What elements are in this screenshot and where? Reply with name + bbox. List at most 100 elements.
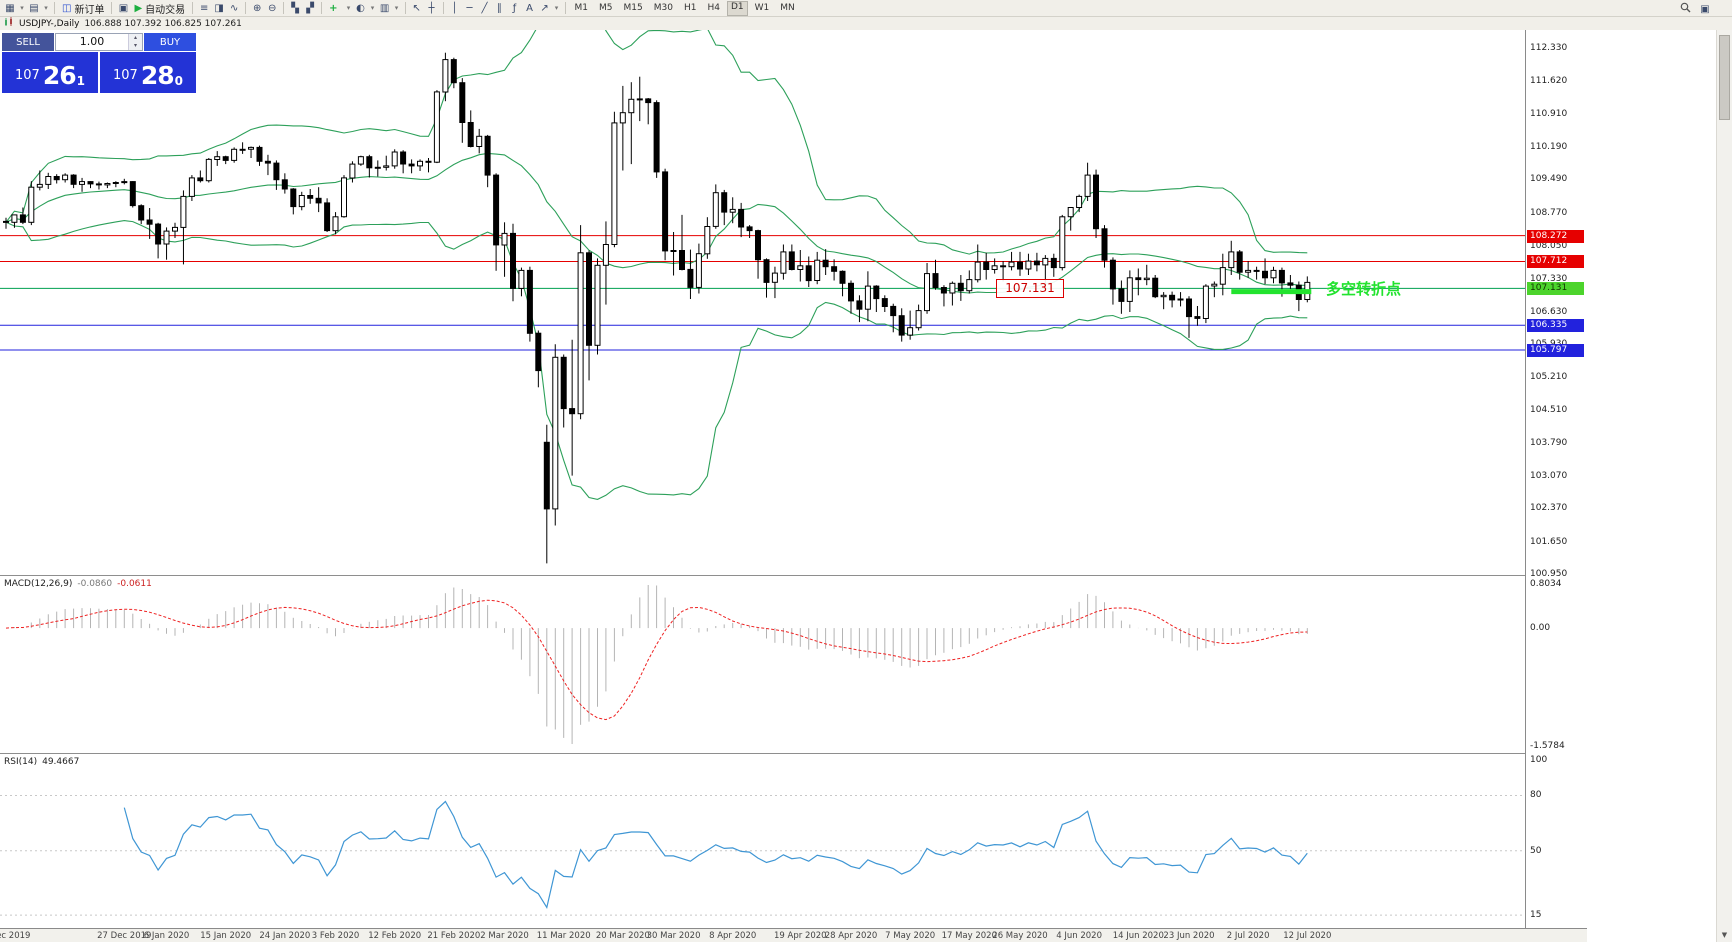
candle — [104, 182, 111, 189]
autotrade-button[interactable]: ▶ 自动交易 — [134, 2, 186, 16]
new-chart-dropdown[interactable]: ▾ — [20, 4, 24, 12]
rsi-scale-tick: 50 — [1530, 845, 1542, 856]
price-tick: 111.620 — [1530, 75, 1568, 86]
date-label: 17 May 2020 — [941, 931, 998, 941]
arrow-tool-icon[interactable]: ↗ — [540, 2, 549, 14]
vertical-scrollbar[interactable]: ▲ ▼ — [1716, 17, 1732, 942]
timeframe-mn[interactable]: MN — [780, 2, 795, 13]
bar-chart-mode-icon[interactable]: ≡ — [199, 2, 209, 14]
candle — [1253, 266, 1260, 280]
hline-tool-icon[interactable]: ─ — [466, 2, 473, 14]
sell-price-button[interactable]: 107 26 1 — [2, 52, 98, 93]
candle — [594, 258, 601, 355]
timeframe-d1[interactable]: D1 — [726, 0, 748, 16]
candle — [290, 188, 297, 215]
rsi-scale-tick: 100 — [1530, 755, 1548, 765]
crosshair-icon[interactable]: ┼ — [428, 2, 435, 14]
date-label: 8 Apr 2020 — [709, 931, 757, 941]
timeframe-m1[interactable]: M1 — [574, 2, 589, 13]
candle — [974, 244, 981, 283]
price-tag-108.272: 108.272 — [1527, 229, 1584, 243]
trendline-tool-icon[interactable]: ╱ — [481, 2, 488, 14]
buy-button[interactable]: BUY — [144, 33, 196, 51]
candle — [1270, 266, 1277, 284]
periods-icon[interactable]: ◐ — [356, 2, 365, 14]
candlestick-mode-icon[interactable]: ◨ — [214, 2, 224, 14]
candle — [476, 128, 483, 154]
scrollbar-thumb[interactable] — [1719, 35, 1730, 120]
zoom-in-icon[interactable]: ⊕ — [252, 2, 262, 14]
vline-tool-icon[interactable]: │ — [451, 2, 458, 14]
main-price-chart[interactable] — [0, 30, 1525, 575]
candle — [839, 270, 846, 297]
toolbar-separator — [442, 2, 444, 14]
volume-field[interactable]: 1.00 ▴ ▾ — [55, 33, 143, 51]
expert-advisors-icon[interactable]: ▣ — [118, 2, 129, 14]
sell-button[interactable]: SELL — [2, 33, 54, 51]
candle — [366, 154, 373, 178]
volume-up-icon[interactable]: ▴ — [129, 34, 142, 42]
channel-tool-icon[interactable]: ∥ — [497, 2, 503, 14]
buy-price-button[interactable]: 107 28 0 — [100, 52, 196, 93]
data-window-icon[interactable]: ▣ — [1700, 3, 1710, 15]
candle — [822, 249, 829, 275]
price-axis[interactable]: 112.330 111.620 110.910 110.190 109.490 108.7… — [1525, 30, 1587, 928]
candle — [738, 202, 745, 238]
volume-value[interactable]: 1.00 — [79, 35, 105, 48]
new-chart-icon[interactable]: ▦ — [5, 2, 15, 14]
candle — [425, 158, 432, 173]
price-tick: 108.770 — [1530, 207, 1568, 218]
panel-separator[interactable] — [0, 575, 1587, 576]
timeframe-m15[interactable]: M15 — [623, 2, 643, 13]
price-tag-105.797: 105.797 — [1527, 344, 1584, 358]
templates-dropdown[interactable]: ▾ — [394, 4, 399, 12]
timeframe-m5[interactable]: M5 — [599, 2, 613, 13]
macd-scale-tick: 0.8034 — [1530, 579, 1562, 589]
date-label: 15 Jan 2020 — [200, 931, 252, 941]
candle — [281, 173, 288, 194]
candle — [780, 244, 787, 280]
templates-icon[interactable]: ▥ — [379, 2, 390, 14]
cascade-windows-icon[interactable]: ▞ — [306, 2, 314, 14]
candle — [814, 251, 821, 285]
rsi-panel[interactable] — [0, 755, 1525, 928]
candle — [36, 170, 43, 191]
periods-dropdown[interactable]: ▾ — [370, 4, 375, 12]
candle — [611, 111, 618, 248]
line-chart-mode-icon[interactable]: ∿ — [229, 2, 239, 14]
date-label: 14 Jun 2020 — [1112, 931, 1164, 941]
timeframe-m30[interactable]: M30 — [653, 2, 673, 13]
candle — [991, 258, 998, 274]
arrow-tool-dropdown[interactable]: ▾ — [554, 4, 559, 12]
price-tag-107.712: 107.712 — [1527, 255, 1584, 269]
search-icon[interactable] — [1680, 2, 1691, 16]
profiles-icon[interactable]: ▤ — [29, 2, 39, 14]
candle — [248, 146, 254, 158]
cursor-icon[interactable]: ↖ — [412, 2, 421, 14]
new-order-button[interactable]: ◫ 新订单 — [62, 2, 105, 16]
candle — [966, 270, 973, 294]
zoom-out-icon[interactable]: ⊖ — [267, 2, 277, 14]
candle — [873, 285, 880, 312]
candle — [957, 275, 964, 301]
macd-panel[interactable] — [0, 577, 1525, 752]
candle — [28, 181, 35, 226]
profiles-dropdown[interactable]: ▾ — [44, 4, 48, 12]
date-label: 7 May 2020 — [885, 931, 936, 941]
indicators-dropdown[interactable]: ▾ — [346, 4, 351, 12]
candle — [805, 256, 812, 287]
candle — [467, 110, 474, 148]
timeframe-w1[interactable]: W1 — [754, 2, 770, 13]
candle — [746, 225, 753, 238]
fibonacci-tool-icon[interactable]: ƒ — [512, 2, 517, 14]
candle — [1160, 292, 1167, 310]
indicators-button[interactable]: + — [326, 1, 343, 15]
panel-separator[interactable] — [0, 753, 1587, 754]
timeframe-h1[interactable]: H1 — [683, 2, 697, 13]
timeframe-h4[interactable]: H4 — [707, 2, 720, 13]
volume-down-icon[interactable]: ▾ — [129, 42, 142, 50]
scroll-down-icon[interactable]: ▼ — [1721, 931, 1728, 939]
text-tool-icon[interactable]: A — [526, 2, 533, 14]
tile-windows-icon[interactable]: ▚ — [291, 2, 299, 14]
